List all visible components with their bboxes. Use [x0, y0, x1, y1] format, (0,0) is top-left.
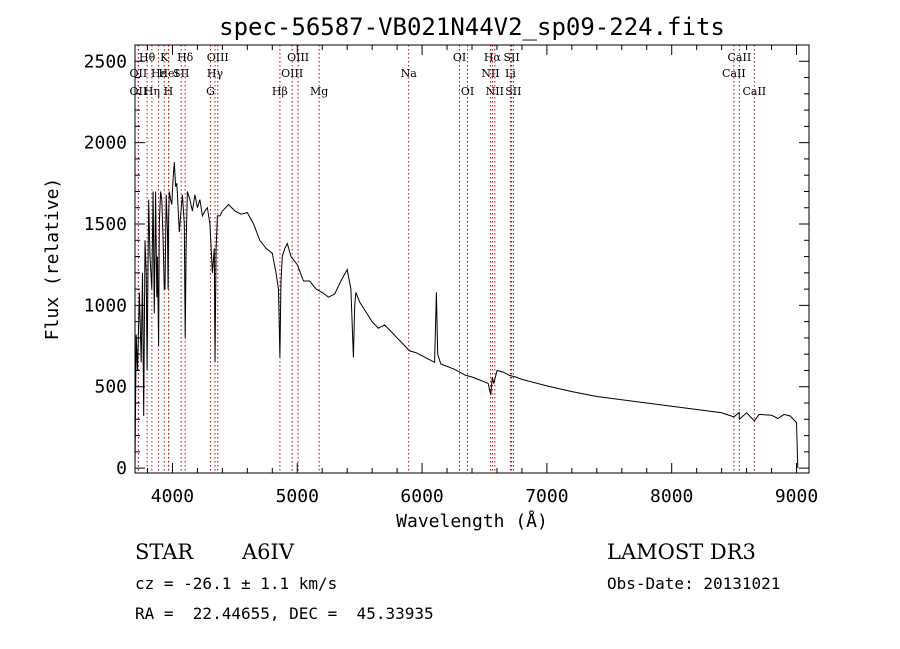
plot-frame	[134, 44, 810, 474]
spectral-line-label: H	[164, 85, 174, 98]
x-tick-label: 5000	[276, 486, 319, 507]
x-tick-label: 7000	[525, 486, 568, 507]
spectral-line-label: OIII	[281, 67, 303, 80]
y-tick-label: 2500	[84, 51, 127, 72]
object-class: STAR	[135, 540, 194, 564]
spectrum-line	[134, 162, 799, 469]
spectral-line-label: CaII	[728, 51, 752, 64]
y-tick-label: 1500	[84, 214, 127, 235]
spectral-line-label: OI	[453, 51, 466, 64]
axis-ticks-layer: 4000 5000 6000 7000 8000 9000 0 500 1000 1500 2000…	[84, 45, 818, 507]
spectral-line-label: Li	[505, 67, 516, 80]
spectral-line-label: Hε	[151, 67, 167, 80]
spectral-line-label: Hη	[144, 85, 160, 98]
spectral-line-label: Mg	[310, 85, 328, 98]
redshift-cz: cz = -26.1 ± 1.1 km/s	[135, 574, 338, 593]
spectral-line-label: K	[160, 51, 169, 64]
x-tick-label: 9000	[775, 486, 818, 507]
y-axis-label: Flux (relative)	[42, 178, 63, 341]
spectral-line-label: Hδ	[177, 51, 194, 64]
spectral-line-label: OI	[461, 85, 474, 98]
spectral-line-label: SII	[173, 67, 189, 80]
spectral-line-label: CaII	[722, 67, 746, 80]
spectral-line-label: G	[206, 85, 215, 98]
spectral-line-label: CaII	[742, 85, 766, 98]
spectral-line-label: SII	[503, 51, 519, 64]
spectral-line-label: NII	[481, 67, 499, 80]
x-axis-label: Wavelength (Å)	[396, 510, 548, 532]
spectral-line-label: Hγ	[207, 67, 224, 80]
x-tick-label: 4000	[151, 486, 194, 507]
spectral-line-label: SII	[505, 85, 521, 98]
y-tick-label: 500	[94, 377, 127, 398]
x-tick-label: 8000	[650, 486, 693, 507]
spectral-line-label: OIII	[287, 51, 309, 64]
spectral-line-label: OII	[130, 85, 148, 98]
spectral-line-label: NII	[486, 85, 504, 98]
spectral-line-label: OIII	[207, 51, 229, 64]
coordinates: RA = 22.44655, DEC = 45.33935	[135, 604, 434, 623]
obs-date: Obs-Date: 20131021	[607, 574, 781, 593]
y-tick-label: 1000	[84, 295, 127, 316]
survey-label: LAMOST DR3	[607, 540, 756, 564]
object-subclass: A6IV	[242, 540, 294, 564]
spectral-line-label: Hα	[484, 51, 502, 64]
spectral-line-label: Na	[401, 67, 418, 80]
x-tick-label: 6000	[400, 486, 443, 507]
spectral-line-label: Hθ	[139, 51, 156, 64]
y-tick-label: 0	[116, 458, 127, 479]
spectral-line-label: Hβ	[272, 85, 288, 98]
chart-title: spec-56587-VB021N44V2_sp09-224.fits	[219, 13, 725, 41]
y-tick-label: 2000	[84, 133, 127, 154]
